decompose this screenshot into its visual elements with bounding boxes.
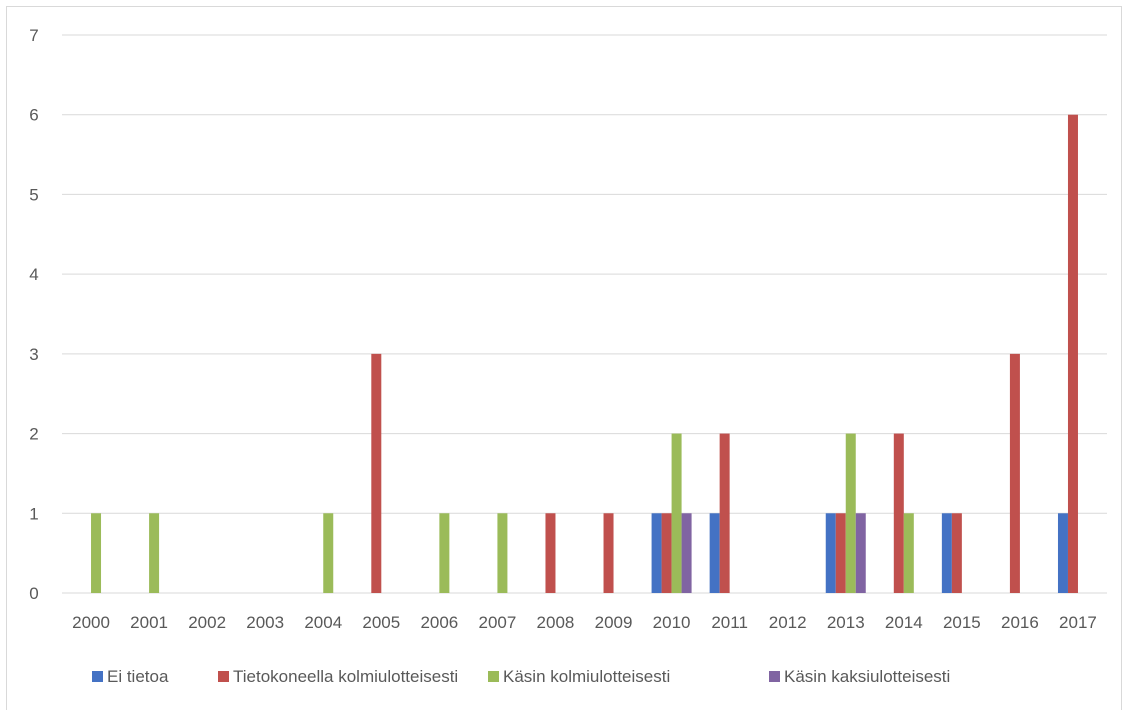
legend-label: Ei tietoa	[107, 667, 169, 686]
bar	[855, 513, 866, 593]
bar	[603, 513, 614, 593]
gridlines	[62, 34, 1107, 594]
legend-swatch	[488, 671, 499, 682]
bar	[903, 513, 914, 593]
bar	[651, 513, 662, 593]
legend-swatch	[769, 671, 780, 682]
x-tick-label: 2000	[72, 613, 110, 632]
legend-label: Tietokoneella kolmiulotteisesti	[233, 667, 458, 686]
y-axis-ticks: 0 1 2 3 4 5 6 7	[29, 26, 38, 603]
bar	[671, 433, 682, 593]
y-tick-label: 6	[29, 106, 38, 125]
bars	[91, 114, 1078, 593]
x-tick-label: 2014	[885, 613, 923, 632]
x-tick-label: 2013	[827, 613, 865, 632]
legend: Ei tietoa Tietokoneella kolmiulotteisesti…	[92, 667, 950, 686]
x-tick-label: 2016	[1001, 613, 1039, 632]
y-tick-label: 4	[29, 265, 38, 284]
bar	[1009, 353, 1020, 593]
bar	[91, 513, 102, 593]
x-tick-label: 2005	[362, 613, 400, 632]
bar	[681, 513, 692, 593]
x-tick-label: 2002	[188, 613, 226, 632]
chart-frame	[6, 6, 1122, 710]
x-tick-label: 2007	[479, 613, 517, 632]
bar	[835, 513, 846, 593]
bar	[951, 513, 962, 593]
x-tick-label: 2003	[246, 613, 284, 632]
bar	[845, 433, 856, 593]
bar	[545, 513, 556, 593]
bar	[893, 433, 904, 593]
bar	[371, 353, 382, 593]
bar	[439, 513, 450, 593]
y-tick-label: 2	[29, 425, 38, 444]
x-tick-label: 2001	[130, 613, 168, 632]
x-tick-label: 2006	[420, 613, 458, 632]
bar	[1057, 513, 1068, 593]
bar	[719, 433, 730, 593]
x-tick-label: 2012	[769, 613, 807, 632]
bar	[149, 513, 160, 593]
x-tick-label: 2011	[711, 613, 748, 632]
x-tick-label: 2009	[595, 613, 633, 632]
legend-swatch	[218, 671, 229, 682]
bar	[323, 513, 334, 593]
legend-swatch	[92, 671, 103, 682]
y-tick-label: 5	[29, 185, 38, 204]
y-tick-label: 7	[29, 26, 38, 45]
bar	[825, 513, 836, 593]
x-tick-label: 2017	[1059, 613, 1097, 632]
x-tick-label: 2004	[304, 613, 342, 632]
x-axis-ticks: 2000 2001 2002 2003 2004 2005 2006 2007 2008 2009…	[72, 613, 1097, 632]
y-tick-label: 0	[29, 584, 38, 603]
x-tick-label: 2010	[653, 613, 691, 632]
x-tick-label: 2008	[537, 613, 575, 632]
y-tick-label: 3	[29, 345, 38, 364]
y-tick-label: 1	[29, 504, 38, 523]
bar	[661, 513, 672, 593]
x-tick-label: 2015	[943, 613, 981, 632]
legend-label: Käsin kolmiulotteisesti	[503, 667, 670, 686]
bar	[497, 513, 508, 593]
legend-label: Käsin kaksiulotteisesti	[784, 667, 950, 686]
bar	[709, 513, 720, 593]
bar	[941, 513, 952, 593]
bar	[1067, 114, 1078, 593]
